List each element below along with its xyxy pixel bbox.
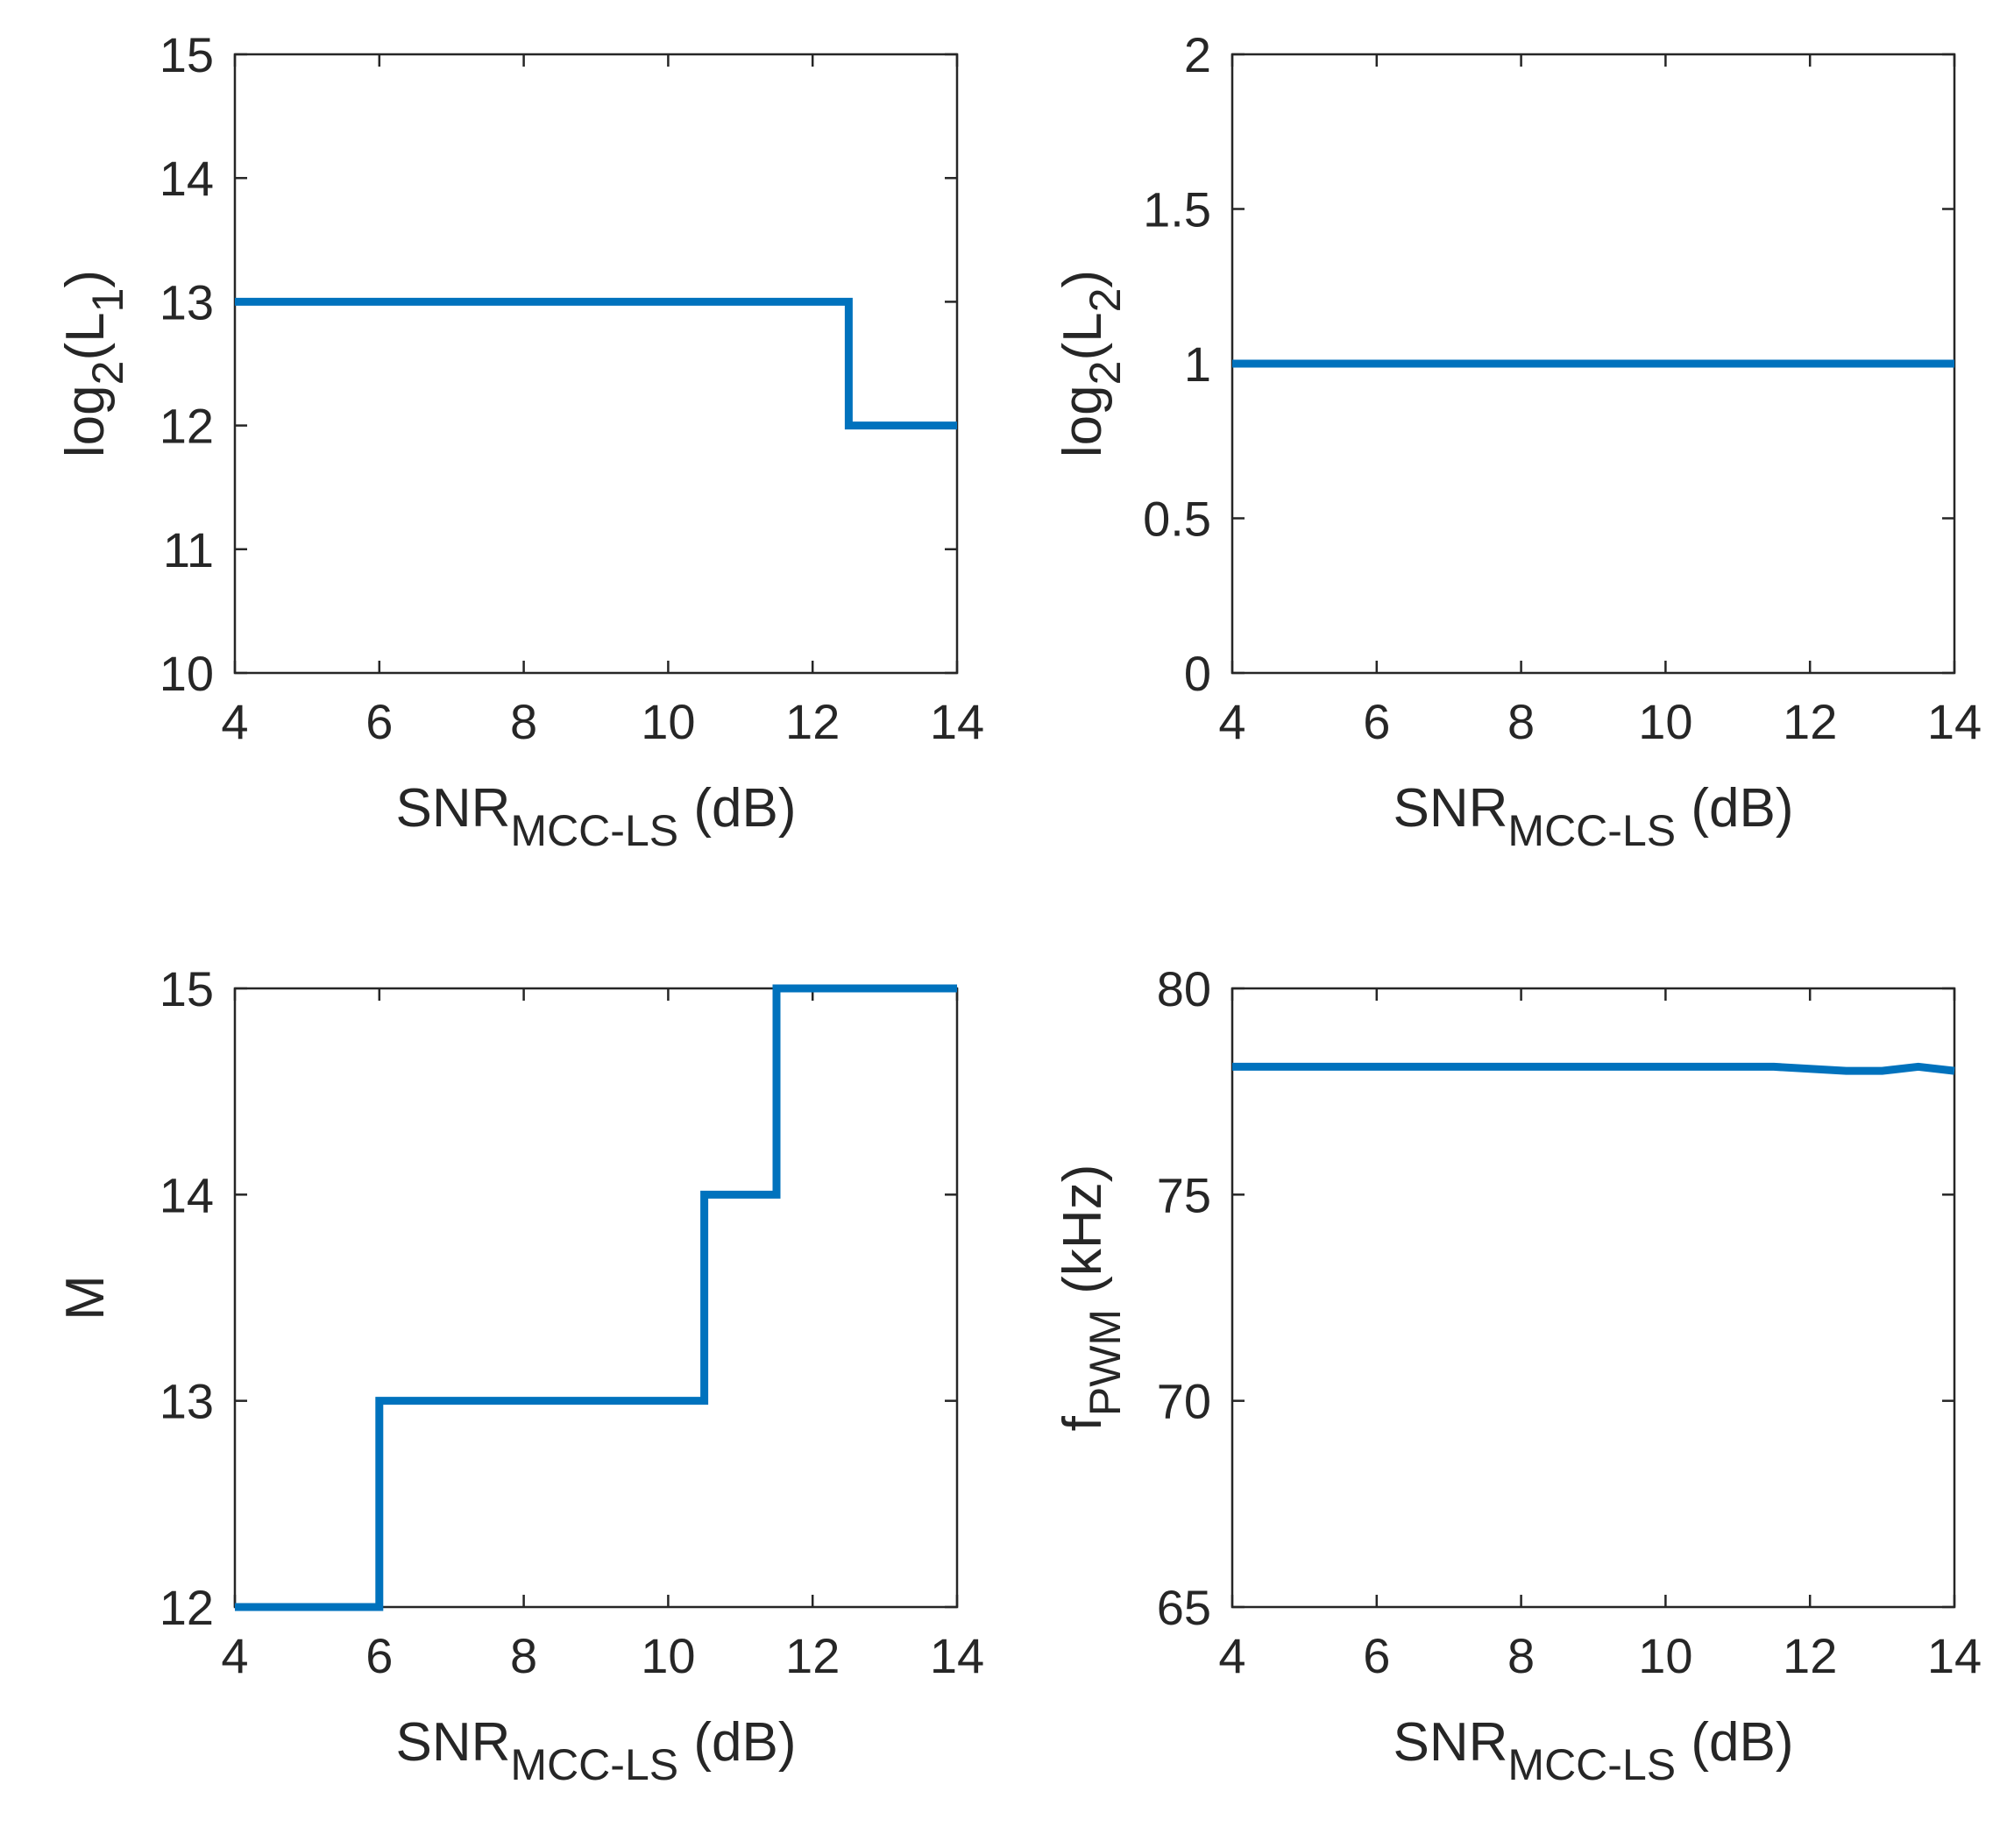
x-tick-label: 12 bbox=[785, 694, 840, 749]
y-tick-label: 0.5 bbox=[1143, 492, 1211, 547]
y-axis-label: log2(L1) bbox=[55, 270, 132, 457]
subplot-top-left: 4 6 8 10 12 14 10 11 12 13 14 15 SNRMCC-LS (dB) log2(… bbox=[55, 27, 984, 855]
series-line-top-left bbox=[235, 297, 957, 430]
axes-frame bbox=[233, 987, 959, 1609]
y-tick-label: 2 bbox=[1184, 27, 1211, 82]
y-tick-label: 70 bbox=[1157, 1374, 1211, 1429]
x-axis-label: SNRMCC-LS (dB) bbox=[396, 1712, 797, 1789]
y-tick-label: 14 bbox=[160, 1167, 214, 1222]
x-tick-label: 14 bbox=[1927, 1628, 1982, 1683]
x-tick-label: 12 bbox=[1783, 1628, 1837, 1683]
axes-frame bbox=[1230, 987, 1956, 1609]
x-tick-label: 8 bbox=[510, 694, 537, 749]
axes-frame bbox=[233, 53, 959, 675]
x-tick-label: 4 bbox=[221, 694, 248, 749]
x-tick-label: 10 bbox=[641, 1628, 695, 1683]
x-axis-label: SNRMCC-LS (dB) bbox=[396, 778, 797, 855]
y-tick-label: 1 bbox=[1184, 336, 1211, 392]
y-tick-label: 75 bbox=[1157, 1167, 1211, 1222]
x-tick-label: 8 bbox=[510, 1628, 537, 1683]
y-tick-label: 12 bbox=[160, 399, 214, 454]
y-tick-label: 65 bbox=[1157, 1580, 1211, 1635]
x-tick-label: 4 bbox=[1218, 694, 1245, 749]
x-tick-label: 10 bbox=[1638, 1628, 1692, 1683]
x-axis-label: SNRMCC-LS (dB) bbox=[1394, 778, 1794, 855]
x-axis-label: SNRMCC-LS (dB) bbox=[1394, 1712, 1794, 1789]
subplot-top-right: 4 6 8 10 12 14 0 0.5 1 1.5 2 SNRMCC-LS (dB) log2(L2) bbox=[1053, 27, 1982, 855]
x-tick-label: 14 bbox=[930, 694, 984, 749]
x-tick-label: 10 bbox=[641, 694, 695, 749]
x-tick-label: 6 bbox=[1363, 1628, 1390, 1683]
series-line-bottom-left bbox=[235, 984, 957, 1611]
y-tick-label: 12 bbox=[160, 1580, 214, 1635]
y-axis-label: log2(L2) bbox=[1053, 270, 1130, 457]
y-tick-label: 14 bbox=[160, 151, 214, 206]
x-tick-label: 4 bbox=[1218, 1628, 1245, 1683]
x-tick-label: 10 bbox=[1638, 694, 1692, 749]
x-tick-label: 12 bbox=[1783, 694, 1837, 749]
y-tick-label: 0 bbox=[1184, 646, 1211, 701]
y-axis-label: M bbox=[55, 1275, 116, 1321]
y-tick-label: 10 bbox=[160, 646, 214, 701]
series-line-bottom-right bbox=[1232, 1062, 1955, 1075]
y-tick-label: 13 bbox=[160, 274, 214, 329]
y-tick-label: 1.5 bbox=[1143, 182, 1211, 237]
y-tick-label: 15 bbox=[160, 961, 214, 1016]
y-tick-label: 15 bbox=[160, 27, 214, 82]
x-tick-label: 14 bbox=[930, 1628, 984, 1683]
x-tick-label: 6 bbox=[365, 694, 393, 749]
x-tick-label: 8 bbox=[1507, 1628, 1535, 1683]
x-tick-label: 6 bbox=[1363, 694, 1390, 749]
x-tick-label: 8 bbox=[1507, 694, 1535, 749]
x-tick-label: 4 bbox=[221, 1628, 248, 1683]
x-tick-label: 6 bbox=[365, 1628, 393, 1683]
subplot-bottom-left: 4 6 8 10 12 14 12 13 14 15 SNRMCC-LS (dB) M bbox=[55, 961, 984, 1789]
subplot-bottom-right: 4 6 8 10 12 14 65 70 75 80 SNRMCC-LS (dB) fPWM (kHz… bbox=[1053, 961, 1982, 1789]
x-tick-label: 14 bbox=[1927, 694, 1982, 749]
y-tick-label: 11 bbox=[163, 522, 214, 577]
x-tick-label: 12 bbox=[785, 1628, 840, 1683]
y-tick-label: 80 bbox=[1157, 961, 1211, 1016]
y-axis-label: fPWM (kHz) bbox=[1053, 1165, 1130, 1432]
y-tick-label: 13 bbox=[160, 1374, 214, 1429]
